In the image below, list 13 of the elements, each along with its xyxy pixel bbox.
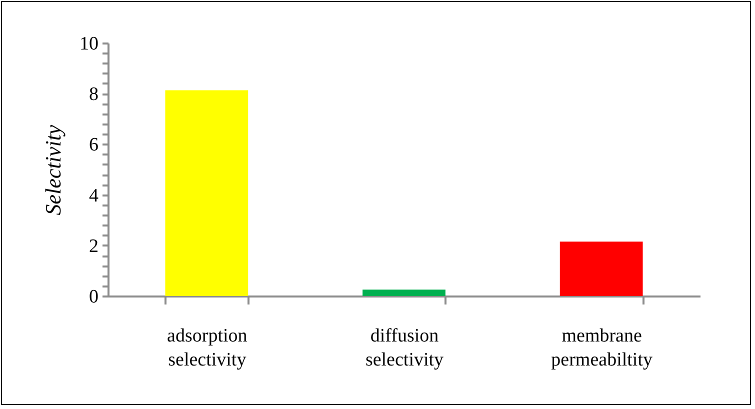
x-tick-label: diffusion selectivity [365,326,444,370]
y-tick-label: 0 [89,286,98,308]
x-tick-label: membrane permeabiltity [551,326,653,370]
y-axis-title: Selectivity [40,124,66,216]
y-tick-label: 2 [89,236,98,257]
y-tick-label: 8 [89,84,98,106]
bar [362,290,446,296]
x-tick-label: adsorption selectivity [167,326,248,370]
y-tick-label: 4 [89,185,99,206]
y-tick-label: 6 [89,134,98,156]
y-tick-label: 10 [80,34,98,54]
bar [560,242,643,296]
bar [165,90,248,296]
